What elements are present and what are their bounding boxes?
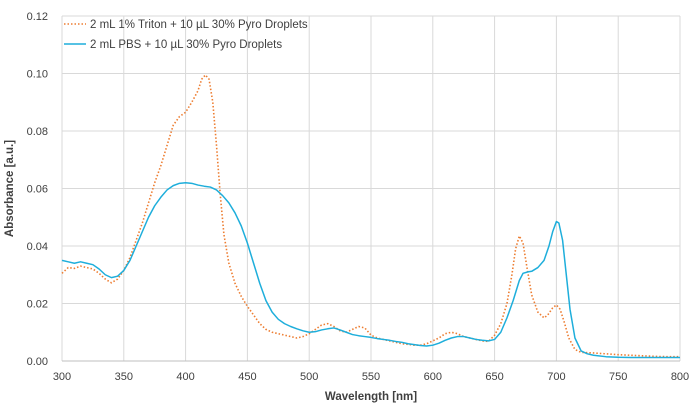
y-tick-label: 0.00 — [27, 356, 48, 368]
x-tick-label: 450 — [238, 371, 256, 383]
grid — [61, 15, 681, 362]
x-tick-label: 800 — [671, 371, 689, 383]
y-tick-label: 0.08 — [27, 126, 48, 138]
series-lines — [61, 74, 680, 359]
x-tick-label: 600 — [424, 371, 442, 383]
x-tick-label: 350 — [115, 371, 133, 383]
x-tick-label: 300 — [53, 371, 71, 383]
x-axis-title: Wavelength [nm] — [325, 391, 417, 403]
x-tick-label: 750 — [609, 371, 627, 383]
x-tick-label: 500 — [300, 371, 318, 383]
axes: 300 350 400 450 500 550 600 650 700 750 800 0.00 0.0… — [27, 11, 690, 383]
legend-label-triton: 2 mL 1% Triton + 10 µL 30% Pyro Droplets — [90, 19, 308, 31]
x-tick-label: 700 — [547, 371, 565, 383]
y-tick-label: 0.02 — [27, 299, 48, 311]
x-tick-label: 550 — [362, 371, 380, 383]
series-line-0 — [61, 74, 680, 358]
y-tick-label: 0.04 — [27, 241, 48, 253]
legend-label-pbs: 2 mL PBS + 10 µL 30% Pyro Droplets — [90, 39, 282, 51]
y-tick-label: 0.10 — [27, 69, 48, 81]
series-line-1 — [61, 182, 680, 359]
y-tick-label: 0.12 — [27, 11, 48, 23]
x-tick-label: 650 — [485, 371, 503, 383]
legend: 2 mL 1% Triton + 10 µL 30% Pyro Droplets… — [64, 19, 308, 51]
y-tick-label: 0.06 — [27, 184, 48, 196]
x-tick-label: 400 — [176, 371, 194, 383]
y-axis-title: Absorbance [a.u.] — [4, 140, 16, 237]
